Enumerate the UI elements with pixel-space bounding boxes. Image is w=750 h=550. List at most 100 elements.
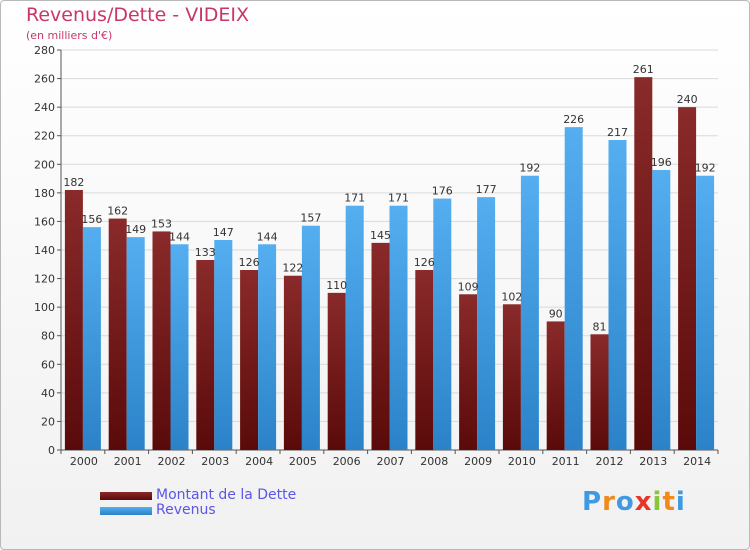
data-label-dette: 126	[414, 256, 435, 269]
bar-dette	[415, 270, 434, 450]
data-label-dette: 126	[239, 256, 260, 269]
x-tick-label: 2012	[596, 455, 624, 468]
bar-revenus	[170, 244, 189, 450]
bar-dette	[64, 190, 83, 450]
x-tick-label: 2004	[245, 455, 273, 468]
bar-revenus	[433, 198, 452, 450]
bar-revenus	[301, 225, 320, 450]
data-label-dette: 90	[549, 307, 563, 320]
x-tick-label: 2011	[552, 455, 580, 468]
legend-swatch-dette	[100, 492, 152, 500]
y-tick-label: 40	[41, 387, 55, 400]
y-tick-label: 140	[34, 244, 55, 257]
data-label-dette: 261	[633, 63, 654, 76]
bar-dette	[546, 321, 565, 450]
logo-letter: x	[634, 487, 653, 517]
data-label-dette: 182	[63, 176, 84, 189]
bar-revenus	[608, 140, 627, 450]
bar-revenus	[696, 175, 715, 450]
data-label-revenus: 176	[432, 185, 453, 198]
x-tick-label: 2013	[639, 455, 667, 468]
logo-letter: o	[615, 487, 635, 517]
bar-revenus	[389, 205, 408, 450]
data-label-revenus: 147	[213, 226, 234, 239]
data-label-revenus: 177	[476, 183, 497, 196]
data-label-dette: 109	[458, 280, 479, 293]
legend-label-revenus: Revenus	[156, 502, 216, 518]
bar-revenus	[345, 205, 364, 450]
bar-revenus	[564, 127, 583, 451]
x-tick-label: 2005	[289, 455, 317, 468]
data-label-dette: 133	[195, 246, 216, 259]
bar-dette	[152, 231, 171, 450]
data-label-dette: 162	[107, 205, 128, 218]
chart-title: Revenus/Dette - VIDEIX	[26, 4, 250, 26]
legend-label-dette: Montant de la Dette	[156, 487, 297, 503]
bar-dette	[371, 242, 390, 450]
y-tick-label: 60	[41, 358, 55, 371]
data-label-revenus: 217	[607, 126, 628, 139]
y-tick-label: 0	[48, 444, 55, 457]
bar-dette	[196, 260, 215, 450]
bar-dette	[283, 275, 302, 450]
data-label-revenus: 171	[388, 192, 409, 205]
x-tick-label: 2006	[333, 455, 361, 468]
x-tick-label: 2000	[70, 455, 98, 468]
x-tick-label: 2001	[114, 455, 142, 468]
x-tick-label: 2009	[464, 455, 492, 468]
data-label-revenus: 192	[519, 162, 540, 175]
data-label-revenus: 192	[695, 162, 716, 175]
bar-dette	[678, 107, 697, 451]
data-label-dette: 110	[326, 279, 347, 292]
bar-dette	[240, 270, 259, 450]
data-label-dette: 153	[151, 217, 172, 230]
x-tick-label: 2007	[377, 455, 405, 468]
logo-letter: t	[662, 487, 676, 517]
data-label-revenus: 157	[300, 212, 321, 225]
x-tick-label: 2003	[201, 455, 229, 468]
bar-revenus	[258, 244, 277, 450]
data-label-dette: 145	[370, 229, 391, 242]
y-tick-label: 260	[34, 73, 55, 86]
data-label-revenus: 171	[344, 192, 365, 205]
bar-dette	[108, 218, 127, 450]
x-tick-label: 2014	[683, 455, 711, 468]
y-tick-label: 100	[34, 301, 55, 314]
data-label-revenus: 144	[169, 230, 190, 243]
bar-dette	[327, 292, 346, 450]
y-tick-label: 20	[41, 415, 55, 428]
bars	[64, 77, 715, 451]
bar-revenus	[520, 175, 539, 450]
bar-dette	[634, 77, 653, 451]
data-label-revenus: 144	[257, 230, 278, 243]
bar-revenus	[477, 197, 496, 450]
logo-letter: i	[652, 487, 663, 517]
data-label-dette: 122	[282, 262, 303, 275]
chart-subtitle: (en milliers d'€)	[26, 29, 113, 42]
bar-dette	[502, 304, 521, 450]
x-tick-label: 2002	[158, 455, 186, 468]
logo-letter: P	[582, 487, 603, 517]
bar-revenus	[214, 240, 233, 450]
bar-revenus	[652, 170, 671, 450]
y-tick-label: 120	[34, 273, 55, 286]
data-label-revenus: 196	[651, 156, 672, 169]
y-tick-label: 200	[34, 158, 55, 171]
legend-swatch-revenus	[100, 507, 152, 515]
y-tick-label: 180	[34, 187, 55, 200]
y-tick-label: 220	[34, 130, 55, 143]
x-tick-label: 2008	[420, 455, 448, 468]
logo-letter: i	[675, 487, 686, 517]
data-label-dette: 240	[677, 93, 698, 106]
y-tick-label: 160	[34, 215, 55, 228]
data-label-revenus: 156	[81, 213, 102, 226]
data-label-revenus: 149	[125, 223, 146, 236]
bar-revenus	[82, 227, 101, 450]
y-tick-label: 280	[34, 44, 55, 57]
y-tick-label: 80	[41, 330, 55, 343]
bar-dette	[459, 294, 478, 450]
data-label-dette: 81	[593, 320, 607, 333]
data-label-revenus: 226	[563, 113, 584, 126]
